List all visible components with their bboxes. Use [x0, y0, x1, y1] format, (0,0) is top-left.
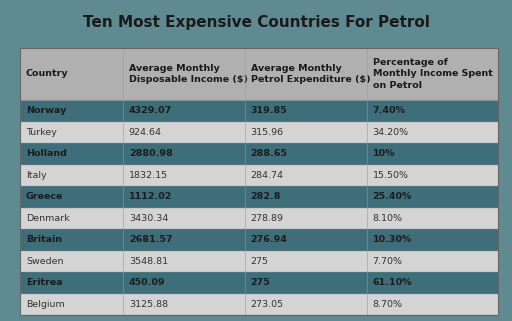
Text: 10%: 10%	[373, 149, 395, 158]
Text: Average Monthly
Disposable Income ($): Average Monthly Disposable Income ($)	[129, 64, 248, 84]
Bar	[20, 186, 498, 207]
Text: 3430.34: 3430.34	[129, 214, 168, 223]
Text: 1832.15: 1832.15	[129, 171, 168, 180]
Text: 319.85: 319.85	[251, 106, 287, 115]
Bar	[20, 164, 498, 186]
Text: Greece: Greece	[26, 192, 63, 201]
Bar	[20, 143, 498, 164]
Text: 282.8: 282.8	[251, 192, 281, 201]
Text: 34.20%: 34.20%	[373, 128, 409, 137]
Text: 275: 275	[251, 257, 269, 266]
Text: 8.10%: 8.10%	[373, 214, 402, 223]
Text: 288.65: 288.65	[251, 149, 288, 158]
Text: 284.74: 284.74	[251, 171, 284, 180]
Text: Ten Most Expensive Countries For Petrol: Ten Most Expensive Countries For Petrol	[82, 14, 430, 30]
Text: 7.70%: 7.70%	[373, 257, 402, 266]
Bar	[20, 48, 498, 315]
Bar	[20, 100, 498, 122]
Bar	[20, 293, 498, 315]
Text: 10.30%: 10.30%	[373, 235, 412, 244]
Bar	[20, 207, 498, 229]
Text: Average Monthly
Petrol Expenditure ($): Average Monthly Petrol Expenditure ($)	[251, 64, 370, 84]
Text: Country: Country	[26, 70, 69, 79]
Text: 276.94: 276.94	[251, 235, 288, 244]
Text: Belgium: Belgium	[26, 300, 65, 309]
Text: 4329.07: 4329.07	[129, 106, 172, 115]
Text: 8.70%: 8.70%	[373, 300, 402, 309]
Text: 2880.98: 2880.98	[129, 149, 173, 158]
Text: 3548.81: 3548.81	[129, 257, 168, 266]
Bar	[20, 122, 498, 143]
Text: 450.09: 450.09	[129, 278, 165, 287]
Text: Britain: Britain	[26, 235, 62, 244]
Text: Turkey: Turkey	[26, 128, 57, 137]
Text: 278.89: 278.89	[251, 214, 284, 223]
Text: 7.40%: 7.40%	[373, 106, 406, 115]
Text: 924.64: 924.64	[129, 128, 162, 137]
Text: Denmark: Denmark	[26, 214, 70, 223]
Text: Eritrea: Eritrea	[26, 278, 62, 287]
Text: Norway: Norway	[26, 106, 67, 115]
Text: 1112.02: 1112.02	[129, 192, 172, 201]
Bar	[20, 250, 498, 272]
Text: 25.40%: 25.40%	[373, 192, 412, 201]
Text: Italy: Italy	[26, 171, 47, 180]
Text: 275: 275	[251, 278, 270, 287]
Bar	[20, 48, 498, 100]
Text: 3125.88: 3125.88	[129, 300, 168, 309]
Text: 61.10%: 61.10%	[373, 278, 412, 287]
Text: Percentage of
Monthly Income Spent
on Petrol: Percentage of Monthly Income Spent on Pe…	[373, 58, 493, 90]
Bar	[20, 48, 498, 315]
Text: 315.96: 315.96	[251, 128, 284, 137]
Bar	[20, 272, 498, 293]
Bar	[20, 229, 498, 250]
Text: 15.50%: 15.50%	[373, 171, 409, 180]
Text: 273.05: 273.05	[251, 300, 284, 309]
Text: 2681.57: 2681.57	[129, 235, 172, 244]
Text: Sweden: Sweden	[26, 257, 63, 266]
Text: Holland: Holland	[26, 149, 67, 158]
